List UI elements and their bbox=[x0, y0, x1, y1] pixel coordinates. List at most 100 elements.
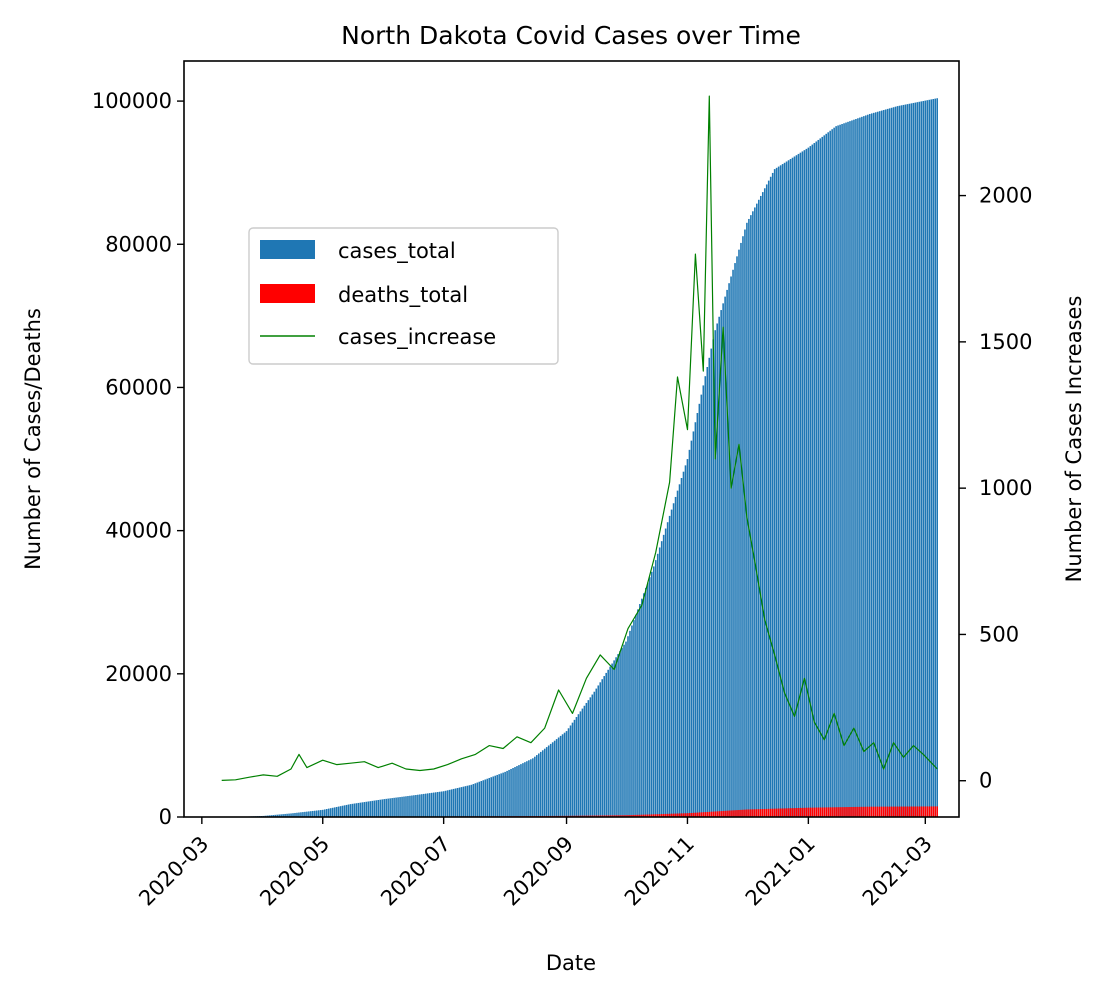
cases-total-bar bbox=[843, 123, 845, 817]
deaths-total-bar bbox=[908, 806, 911, 817]
deaths-total-bar bbox=[785, 808, 788, 817]
deaths-total-bar bbox=[805, 807, 808, 817]
cases-total-bar bbox=[593, 691, 596, 817]
cases-total-bar bbox=[567, 728, 570, 817]
cases-total-bar bbox=[878, 111, 881, 817]
deaths-total-bar bbox=[819, 807, 822, 817]
deaths-total-bar bbox=[775, 808, 778, 817]
cases-total-bar bbox=[771, 172, 774, 817]
deaths-total-bar bbox=[900, 806, 903, 817]
deaths-total-bar bbox=[793, 808, 796, 817]
cases-total-bar bbox=[694, 422, 697, 817]
cases-total-bar bbox=[623, 644, 625, 817]
deaths-total-bar bbox=[880, 806, 883, 817]
cases-total-bar bbox=[575, 717, 578, 817]
cases-total-bar bbox=[833, 127, 835, 818]
cases-total-bar bbox=[482, 780, 485, 817]
deaths-total-bar bbox=[686, 813, 689, 817]
cases-total-bar bbox=[407, 796, 409, 817]
cases-total-bar bbox=[702, 385, 705, 817]
cases-total-bar bbox=[308, 811, 310, 817]
cases-total-bar bbox=[466, 785, 469, 817]
deaths-total-bar bbox=[633, 814, 635, 817]
cases-total-bar bbox=[391, 798, 393, 817]
cases-total-bar bbox=[415, 794, 417, 817]
cases-total-bar bbox=[504, 771, 506, 817]
cases-total-bar bbox=[643, 593, 645, 817]
cases-total-bar bbox=[777, 166, 780, 817]
deaths-total-bar bbox=[722, 810, 724, 817]
deaths-total-bar bbox=[791, 808, 794, 817]
cases-total-bar bbox=[401, 796, 403, 817]
cases-total-bar bbox=[423, 793, 425, 817]
cases-total-bar bbox=[605, 672, 607, 817]
deaths-total-bar bbox=[609, 815, 611, 817]
cases-total-bar bbox=[454, 788, 457, 817]
cases-total-bar bbox=[331, 807, 334, 817]
deaths-total-bar bbox=[912, 806, 915, 817]
deaths-total-bar bbox=[801, 807, 804, 817]
deaths-total-bar bbox=[656, 814, 659, 817]
cases-total-bar bbox=[436, 792, 439, 817]
y2-tick-label: 1000 bbox=[979, 476, 1032, 500]
cases-total-bar bbox=[936, 98, 938, 818]
cases-total-bar bbox=[389, 798, 391, 817]
deaths-total-bar bbox=[789, 808, 792, 817]
deaths-total-bar bbox=[726, 810, 728, 817]
deaths-total-bar bbox=[645, 814, 647, 817]
cases-total-bar bbox=[688, 449, 691, 817]
deaths-total-bar bbox=[878, 806, 881, 817]
cases-total-bar bbox=[292, 813, 294, 817]
deaths-total-bar bbox=[706, 811, 709, 817]
deaths-total-bar bbox=[670, 813, 673, 817]
cases-total-bar bbox=[434, 792, 437, 817]
y-tick-label: 100000 bbox=[92, 89, 172, 113]
cases-total-bar bbox=[690, 440, 693, 817]
cases-total-bar bbox=[530, 759, 532, 817]
cases-total-bar bbox=[684, 465, 687, 817]
cases-total-bar bbox=[649, 577, 651, 817]
deaths-total-bar bbox=[625, 815, 627, 817]
deaths-total-bar bbox=[884, 806, 887, 817]
cases-total-bar bbox=[932, 99, 935, 817]
cases-total-bar bbox=[845, 122, 847, 817]
deaths-total-bar bbox=[859, 806, 861, 817]
deaths-total-bar bbox=[823, 807, 826, 817]
cases-total-bar bbox=[585, 702, 588, 817]
deaths-total-bar bbox=[692, 812, 695, 817]
cases-total-bar bbox=[478, 781, 481, 817]
y-tick-label: 80000 bbox=[105, 232, 172, 256]
cases-total-bar bbox=[906, 104, 909, 817]
cases-total-bar bbox=[724, 296, 726, 817]
deaths-total-bar bbox=[916, 806, 919, 817]
cases-total-bar bbox=[532, 758, 534, 817]
cases-total-bar bbox=[591, 694, 594, 817]
cases-total-bar bbox=[704, 376, 707, 817]
cases-total-bar bbox=[312, 810, 314, 817]
cases-total-bar bbox=[758, 199, 760, 817]
cases-total-bar bbox=[672, 503, 675, 817]
cases-total-bar bbox=[763, 188, 766, 817]
cases-total-bar bbox=[355, 803, 358, 817]
cases-total-bar bbox=[775, 167, 778, 818]
cases-total-bar bbox=[508, 769, 510, 817]
cases-total-bar bbox=[369, 801, 372, 817]
cases-total-bar bbox=[452, 788, 455, 817]
deaths-total-bar bbox=[890, 806, 893, 817]
cases-total-bar bbox=[805, 148, 808, 817]
deaths-total-bar bbox=[694, 812, 697, 817]
cases-total-bar bbox=[825, 133, 827, 817]
cases-total-bar bbox=[722, 303, 724, 818]
deaths-total-bar bbox=[613, 815, 615, 817]
cases-total-bar bbox=[379, 799, 382, 817]
cases-total-bar bbox=[393, 797, 395, 817]
cases-total-bar bbox=[327, 808, 330, 817]
cases-total-bar bbox=[619, 651, 621, 817]
deaths-total-bar bbox=[920, 806, 923, 817]
deaths-total-bar bbox=[690, 812, 693, 817]
cases-total-bar bbox=[543, 748, 546, 817]
cases-total-bar bbox=[288, 813, 290, 817]
deaths-total-bar bbox=[779, 808, 782, 817]
cases-total-bar bbox=[706, 367, 709, 817]
deaths-total-bar bbox=[748, 809, 750, 817]
